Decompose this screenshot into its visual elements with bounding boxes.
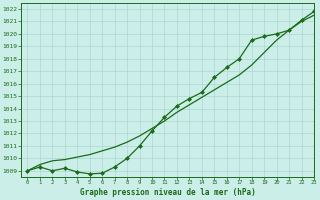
X-axis label: Graphe pression niveau de la mer (hPa): Graphe pression niveau de la mer (hPa) [80,188,255,197]
